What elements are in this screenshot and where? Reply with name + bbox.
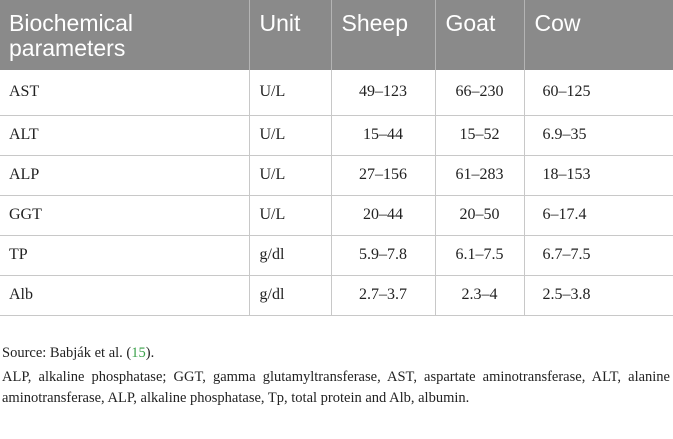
cell-parameter: GGT: [0, 194, 249, 235]
cell-cow: 6.9–35: [523, 114, 673, 155]
table-body: AST U/L 49–123 66–230 60–125 ALT U/L 15–…: [0, 70, 673, 316]
source-prefix: Source: Babják et al. (: [2, 345, 132, 361]
cell-unit: U/L: [248, 154, 331, 195]
table-row: ALT U/L 15–44 15–52 6.9–35: [0, 114, 673, 155]
cell-goat: 15–52: [434, 114, 524, 155]
cell-cow: 6–17.4: [523, 194, 673, 235]
table-row: GGT U/L 20–44 20–50 6–17.4: [0, 194, 673, 235]
reference-link[interactable]: 15: [131, 345, 146, 361]
cell-parameter: Alb: [0, 274, 249, 316]
header-parameter: Biochemical parameters: [0, 0, 249, 70]
cell-unit: U/L: [248, 70, 331, 115]
header-goat: Goat: [434, 0, 524, 70]
cell-cow: 60–125: [523, 70, 673, 115]
table-header: Biochemical parameters Unit Sheep Goat C…: [0, 0, 673, 70]
cell-unit: g/dl: [248, 274, 331, 316]
cell-parameter: AST: [9, 83, 40, 101]
cell-parameter: ALT: [0, 114, 249, 155]
cell-sheep: 2.7–3.7: [330, 274, 435, 316]
cell-cow: 6.7–7.5: [523, 234, 673, 275]
cell-goat: 66–230: [434, 70, 524, 115]
cell-goat: 61–283: [434, 154, 524, 195]
cell-goat: 20–50: [434, 194, 524, 235]
cell-goat: 2.3–4: [434, 274, 524, 316]
cell-goat: 6.1–7.5: [434, 234, 524, 275]
abbreviations-footnote: ALP, alkaline phosphatase; GGT, gamma gl…: [2, 369, 670, 406]
table-row: ALP U/L 27–156 61–283 18–153: [0, 154, 673, 195]
cell-sheep: 5.9–7.8: [330, 234, 435, 275]
table-source-note: Source: Babják et al. (15).: [2, 343, 154, 363]
cell-unit: U/L: [248, 194, 331, 235]
header-unit: Unit: [248, 0, 331, 70]
source-suffix: ).: [145, 345, 155, 361]
header-cow: Cow: [523, 0, 673, 70]
cell-sheep: 15–44: [330, 114, 435, 155]
cell-sheep: 49–123: [330, 70, 435, 115]
cell-unit: g/dl: [248, 234, 331, 275]
cell-cow: 2.5–3.8: [523, 274, 673, 316]
header-sheep: Sheep: [330, 0, 435, 70]
cell-parameter: TP: [0, 234, 249, 275]
table-row: Alb g/dl 2.7–3.7 2.3–4 2.5–3.8: [0, 274, 673, 316]
cell-sheep: 20–44: [330, 194, 435, 235]
cell-unit: U/L: [248, 114, 331, 155]
cell-parameter: ALP: [0, 154, 249, 195]
table-row: AST U/L 49–123 66–230 60–125: [0, 70, 673, 115]
cell-sheep: 27–156: [330, 154, 435, 195]
cell-cow: 18–153: [523, 154, 673, 195]
biochemical-parameters-table: Biochemical parameters Unit Sheep Goat C…: [0, 0, 673, 316]
header-row: Biochemical parameters Unit Sheep Goat C…: [0, 0, 673, 70]
table-row: TP g/dl 5.9–7.8 6.1–7.5 6.7–7.5: [0, 234, 673, 275]
